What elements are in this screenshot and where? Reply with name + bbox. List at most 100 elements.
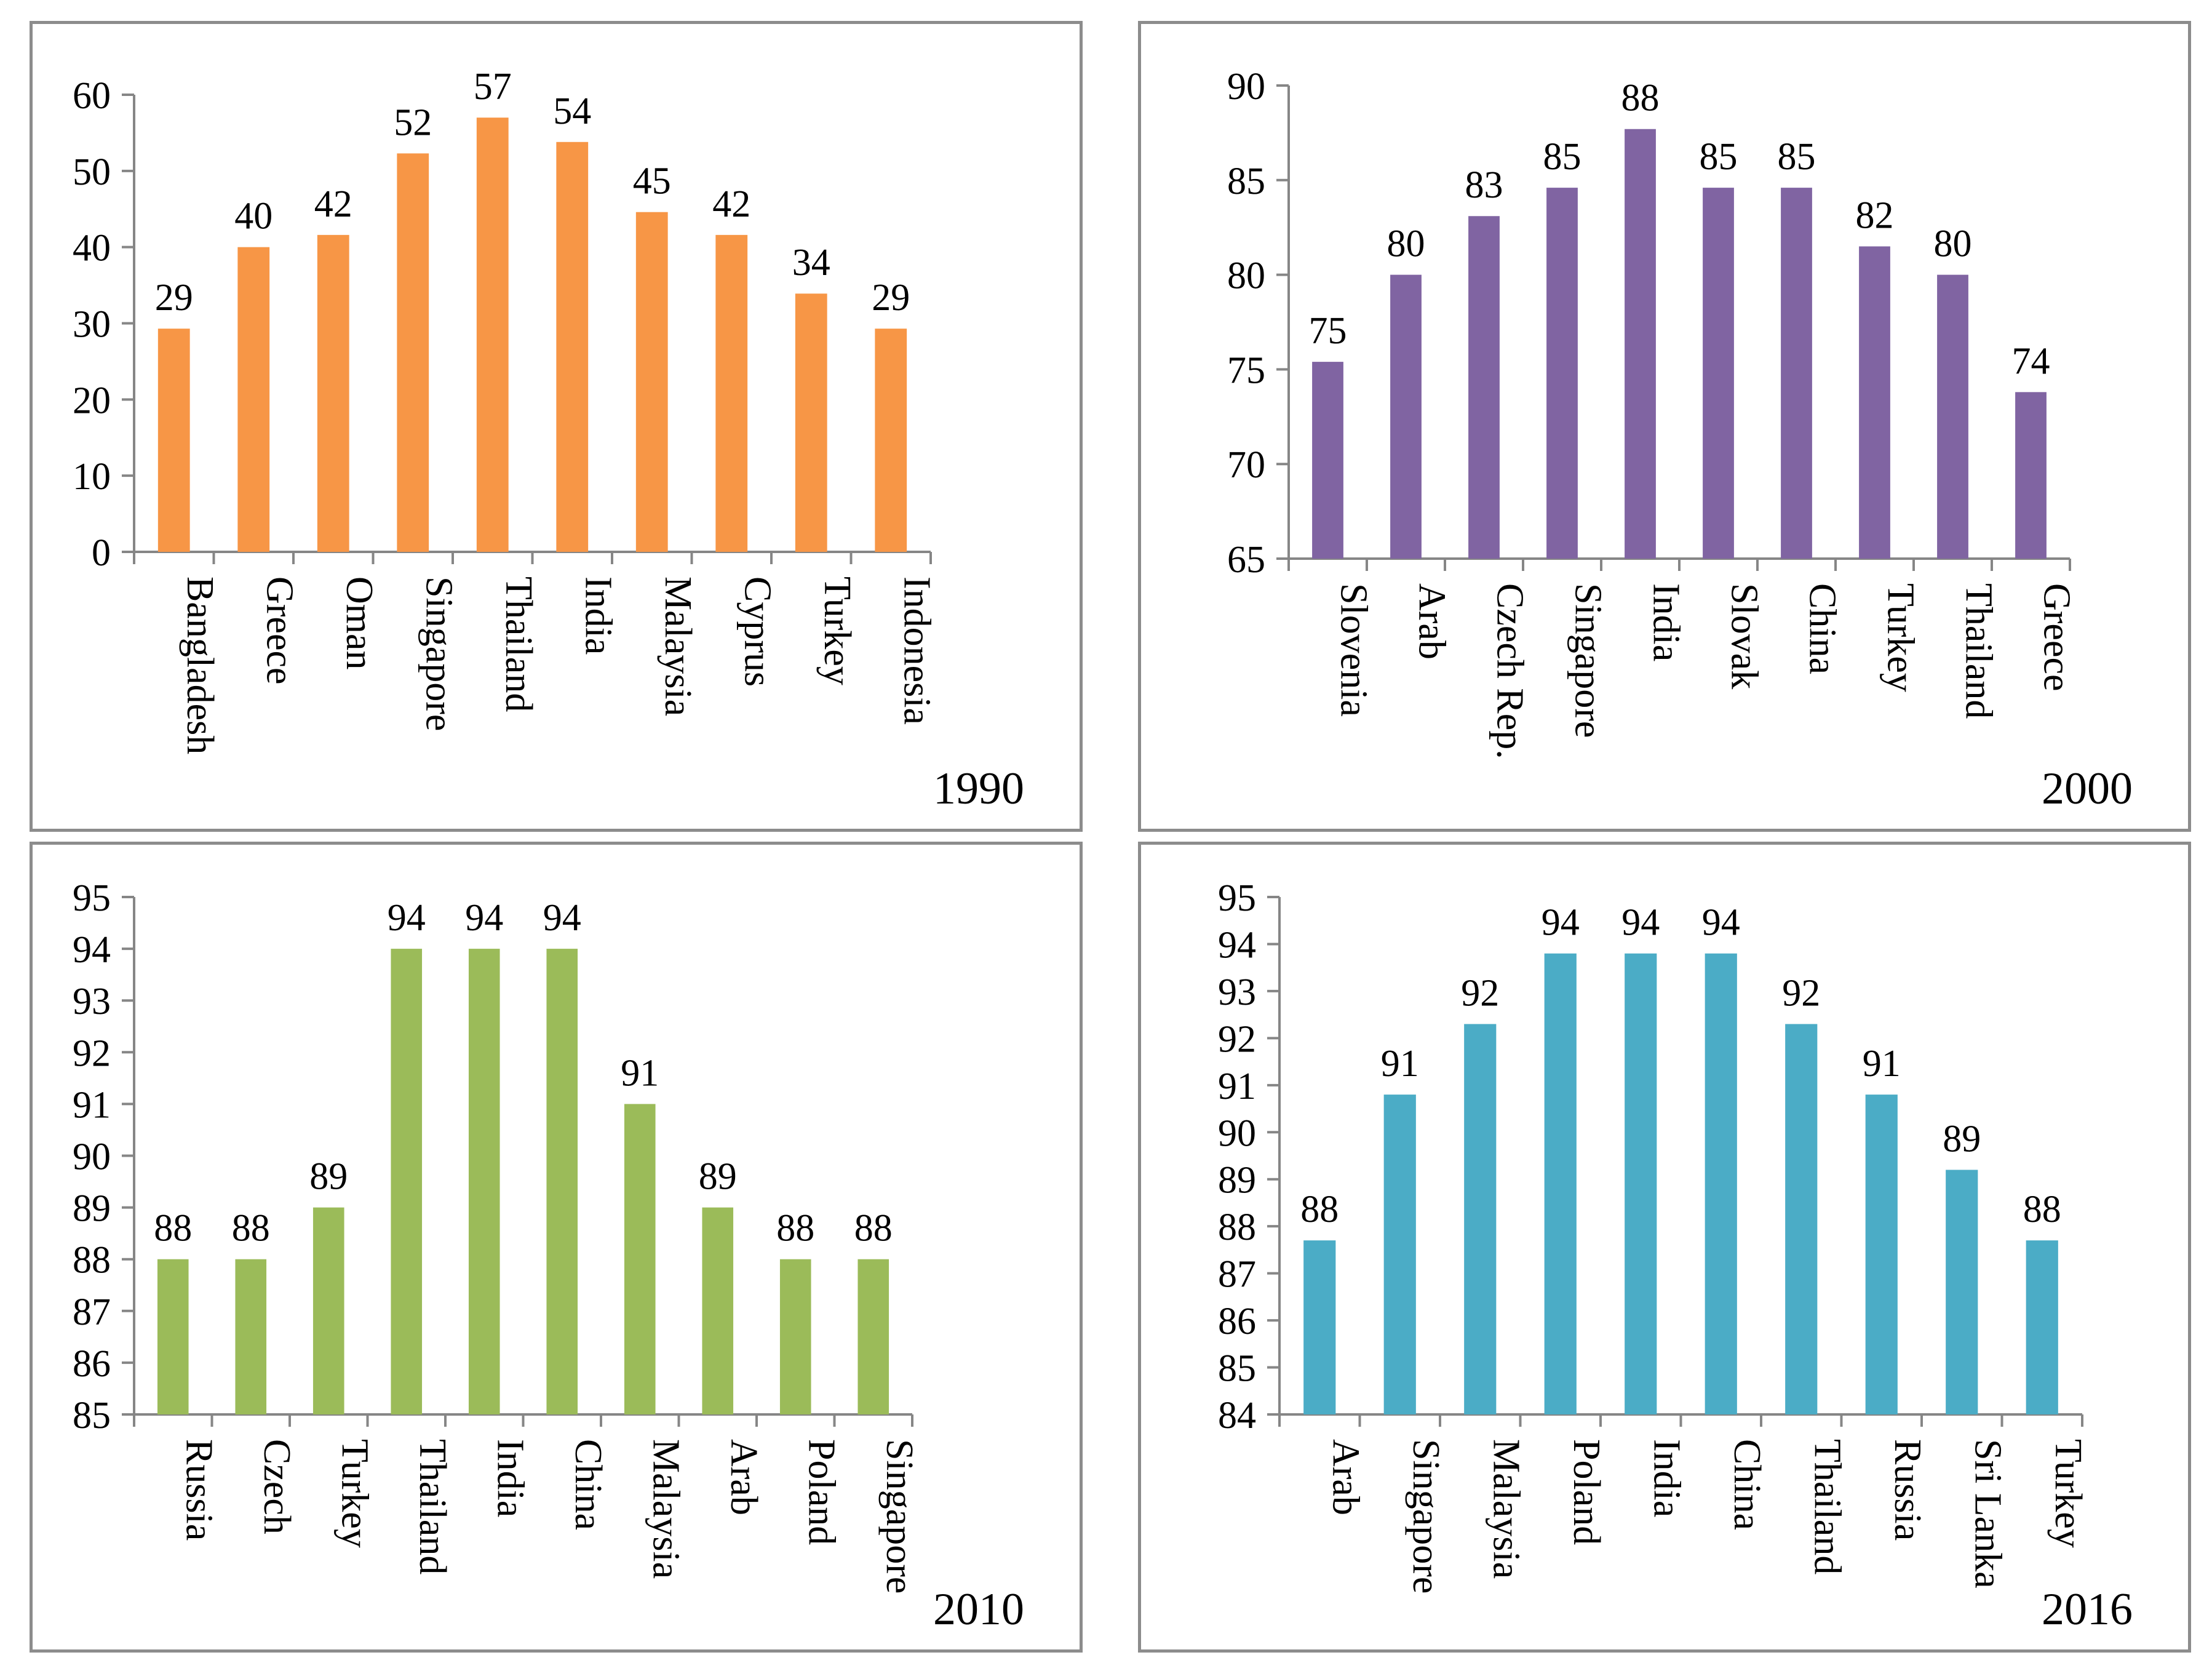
bar-bangladesh [157,329,190,552]
y-tick-label: 88 [73,1240,111,1282]
category-label: Slovak [1724,583,1765,689]
data-label: 80 [1934,223,1972,265]
bar-turkey [312,1207,344,1414]
category-label: Turkey [1880,583,1922,692]
category-label: Singapore [1405,1439,1447,1593]
data-label: 94 [388,897,426,939]
category-label: Malaysia [657,576,699,716]
category-label: Indonesia [896,576,937,725]
y-tick-label: 87 [73,1291,111,1333]
data-label: 57 [474,66,512,108]
bar-malaysia [624,1104,656,1414]
bar-greece [2015,392,2047,559]
data-label: 88 [232,1208,270,1250]
category-label: Singapore [878,1439,920,1593]
bar-arab [1390,274,1422,559]
bar-russia [1865,1095,1898,1414]
bar-slovenia [1312,362,1343,559]
y-tick-label: 95 [73,877,111,919]
bar-arab [702,1207,734,1414]
category-label: Poland [1566,1439,1607,1545]
category-label: Slovenia [1333,583,1375,717]
category-label: Singapore [418,576,460,731]
bar-singapore [1383,1095,1416,1414]
category-label: Malaysia [1485,1439,1527,1579]
bar-malaysia [1464,1024,1497,1414]
bar-singapore [1546,188,1578,559]
category-label: Cyprus [736,576,778,687]
year-label-2000: 2000 [2042,764,2133,814]
category-label: India [577,576,619,655]
data-label: 88 [2023,1189,2061,1230]
y-tick-label: 89 [73,1188,111,1230]
y-tick-label: 93 [1218,971,1256,1013]
category-label: Arab [1324,1439,1366,1515]
bar-thailand [1937,274,1968,559]
category-label: Czech [256,1439,298,1534]
bar-thailand [476,118,509,552]
data-label: 42 [314,183,352,225]
bar-china [1781,188,1812,559]
category-label: Thailand [1958,583,2000,719]
y-tick-label: 84 [1218,1395,1256,1437]
y-tick-label: 89 [1218,1160,1256,1202]
category-label: Thailand [1806,1439,1848,1574]
bar-china [546,949,578,1414]
category-label: Arab [1411,583,1453,660]
bar-india [1625,129,1656,559]
bar-russia [157,1259,189,1414]
category-label: India [1645,583,1687,661]
category-label: Bangladesh [179,576,221,754]
category-label: China [1726,1439,1768,1530]
bar-chart-2000: 65 70 75 80 85 90 75 Slovenia 80 Arab 83 Czech Rep.… [1227,66,2078,759]
category-label: Oman [338,576,380,670]
bar-china [1705,953,1737,1414]
data-label: 29 [155,277,193,319]
category-label: Turkey [816,576,858,685]
category-label: Czech Rep. [1489,583,1531,759]
y-tick-label: 86 [1218,1301,1256,1342]
bar-malaysia [635,212,668,552]
bar-india [468,949,500,1414]
category-label: China [1802,583,1844,674]
category-label: Poland [800,1439,842,1545]
data-label: 88 [776,1208,814,1250]
data-label: 40 [234,196,273,237]
bar-greece [237,247,270,552]
bar-singapore [857,1259,889,1414]
y-tick-label: 90 [1218,1112,1256,1154]
data-label: 42 [712,183,750,225]
y-tick-label: 20 [73,380,111,421]
data-label: 91 [1381,1043,1419,1085]
bar-singapore [397,153,429,552]
bar-turkey [795,293,827,552]
bar-poland [779,1259,811,1414]
bar-slovak [1703,188,1734,559]
category-label: Thailand [412,1439,453,1574]
data-label: 91 [621,1052,659,1094]
data-label: 94 [1542,902,1580,944]
y-tick-label: 85 [73,1395,111,1437]
category-label: Russia [178,1439,220,1541]
data-label: 75 [1309,310,1347,352]
year-label-2016: 2016 [2042,1584,2133,1635]
data-label: 80 [1387,223,1425,265]
data-label: 88 [1300,1189,1339,1230]
category-label: China [567,1439,609,1530]
category-label: Sri Lanka [1967,1439,2008,1589]
y-tick-label: 85 [1218,1348,1256,1390]
y-tick-label: 88 [1218,1206,1256,1248]
data-label: 74 [2012,340,2050,382]
data-label: 91 [1863,1043,1901,1085]
y-tick-label: 85 [1227,161,1265,202]
data-label: 94 [1702,902,1740,944]
data-label: 94 [543,897,581,939]
y-tick-label: 75 [1227,349,1265,391]
y-tick-label: 30 [73,304,111,346]
bar-thailand [391,949,423,1414]
category-label: Arab [723,1439,765,1515]
data-label: 83 [1465,164,1503,206]
y-tick-label: 94 [73,929,111,971]
chart-panel-1990: 0 10 20 30 40 50 60 29 Bangladesh 40 Greece 42 Oman 5… [30,21,1083,832]
y-tick-label: 92 [73,1032,111,1074]
